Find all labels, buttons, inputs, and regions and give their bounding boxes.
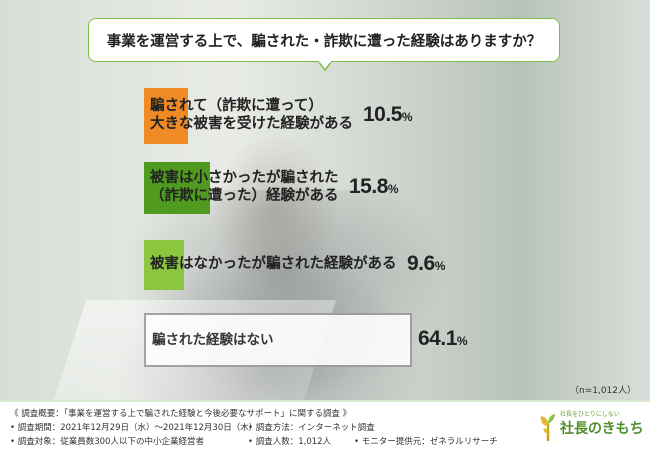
logo-tagline: 社長をひとりにしない	[560, 411, 620, 418]
bar-3-value-label: 9.6%	[407, 252, 445, 276]
bar-2-label-line-1: 被害は小さかったが騙された	[150, 170, 339, 188]
bar-1-label-line-1: 騙されて（詐欺に遭って）	[150, 98, 323, 116]
bar-3-value-unit: %	[434, 259, 446, 273]
survey-provider: • モニター提供元：ゼネラルリサーチ	[354, 437, 498, 447]
bar-4-value-unit: %	[456, 334, 468, 348]
sprout-icon	[540, 414, 555, 442]
survey-target: • 調査対象：従業員数300人以下の中小企業経営者	[10, 437, 204, 447]
bar-4: 騙された経験はない	[144, 313, 412, 367]
bar-1-value-label: 10.5%	[363, 103, 413, 127]
question-box: 事業を運営する上で、騙された・詐欺に遭った経験はありますか？	[88, 18, 560, 62]
survey-count: • 調査人数：1,012人	[248, 437, 332, 447]
question-text: 事業を運営する上で、騙された・詐欺に遭った経験はありますか？	[106, 33, 542, 50]
bar-2-label-line-2: （詐欺に遭った）経験がある	[150, 188, 339, 206]
logo-name: 社長のきもち	[560, 421, 644, 437]
bar-2-value-label: 15.8%	[349, 175, 399, 199]
bar-3-label-line-1: 被害はなかったが騙された経験がある	[150, 256, 397, 274]
bar-2: 被害は小さかったが騙された（詐欺に遭った）経験がある	[144, 162, 339, 214]
bar-2-value-unit: %	[387, 182, 399, 196]
company-logo: 社長をひとりにしない 社長のきもち	[538, 408, 644, 444]
bar-1-value-number: 10.5	[363, 103, 402, 126]
bar-2-value-number: 15.8	[349, 175, 388, 198]
survey-period: • 調査期間：2021年12月29日（水）～2021年12月30日（木）	[10, 423, 258, 433]
question-box-tail	[318, 61, 332, 71]
survey-title: 《 調査概要：「事業を運営する上で騙された経験と今後必要なサポート」に関する調査…	[10, 409, 352, 419]
sample-size-note: （n=1,012人）	[569, 386, 636, 396]
bar-4-value-label: 64.1%	[418, 327, 468, 351]
bar-1: 騙されて（詐欺に遭って）大きな被害を受けた経験がある	[144, 88, 353, 144]
survey-footer: 《 調査概要：「事業を運営する上で騙された経験と今後必要なサポート」に関する調査…	[0, 400, 650, 452]
bar-3-value-number: 9.6	[407, 252, 435, 275]
survey-method: • 調査方法：インターネット調査	[248, 423, 375, 433]
bar-3: 被害はなかったが騙された経験がある	[144, 240, 397, 290]
bar-1-value-unit: %	[401, 110, 413, 124]
bar-4-label-line-1: 騙された経験はない	[152, 331, 274, 348]
bar-4-value-number: 64.1	[418, 327, 457, 350]
bar-1-label-line-2: 大きな被害を受けた経験がある	[150, 116, 353, 134]
